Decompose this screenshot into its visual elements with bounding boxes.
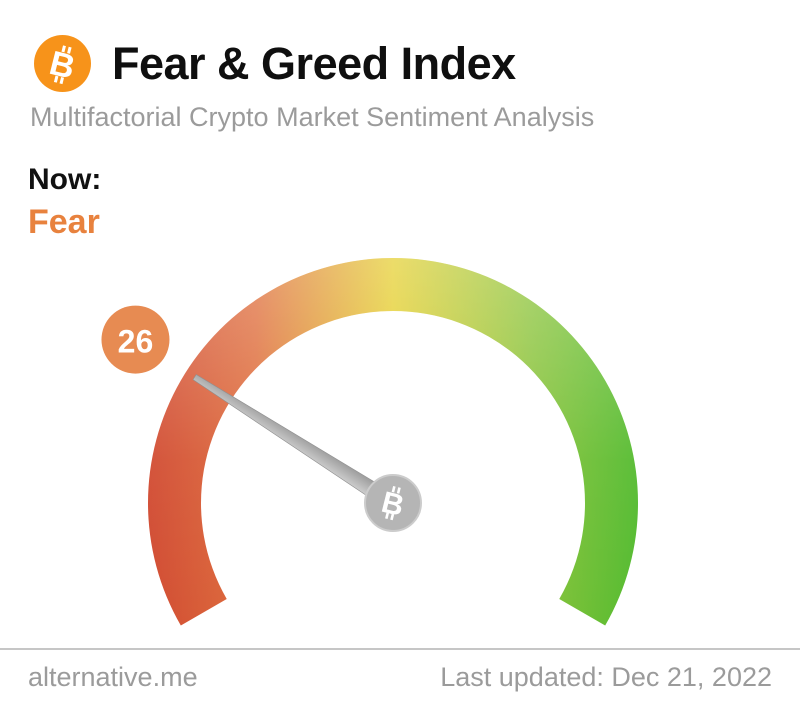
gauge-value-badge-circle bbox=[101, 305, 170, 374]
page-title: Fear & Greed Index bbox=[112, 38, 516, 89]
footer-last-updated: Last updated: Dec 21, 2022 bbox=[440, 662, 772, 692]
gauge-needle bbox=[192, 374, 398, 511]
gauge-value-badge-label: 26 bbox=[118, 324, 154, 360]
footer: alternative.me Last updated: Dec 21, 202… bbox=[28, 662, 772, 693]
gauge-band bbox=[147, 258, 638, 626]
sentiment-value: Fear bbox=[28, 203, 100, 241]
page-subtitle: Multifactorial Crypto Market Sentiment A… bbox=[30, 102, 595, 132]
gauge-band-sheen bbox=[147, 258, 638, 626]
now-label: Now: bbox=[28, 163, 102, 196]
bitcoin-icon-circle bbox=[34, 35, 91, 92]
gauge-hub: B bbox=[364, 474, 422, 532]
header-bitcoin-icon: B bbox=[34, 35, 91, 92]
gauge-value-badge: 26 bbox=[101, 305, 170, 374]
footer-divider bbox=[0, 648, 800, 650]
footer-site: alternative.me bbox=[28, 662, 198, 692]
